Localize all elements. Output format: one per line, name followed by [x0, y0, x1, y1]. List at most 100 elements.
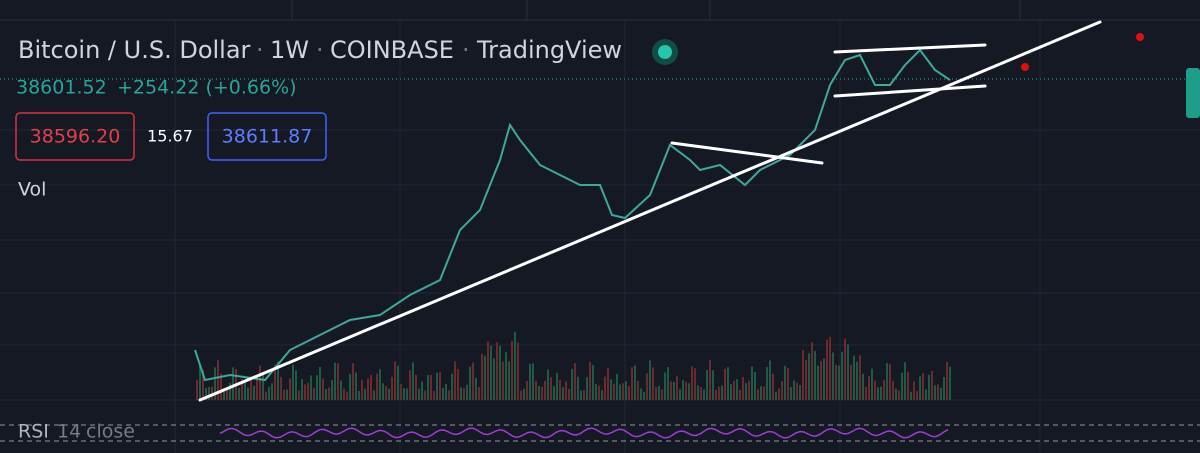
- buy-price[interactable]: 38611.87: [222, 126, 313, 148]
- volume-bar: [325, 388, 327, 400]
- sell-price[interactable]: 38596.20: [30, 126, 121, 148]
- volume-bar: [541, 386, 543, 400]
- marker: [1021, 63, 1029, 71]
- volume-bar: [250, 376, 252, 400]
- volume-bar: [754, 371, 756, 400]
- volume-bar: [271, 383, 273, 400]
- volume-bar: [265, 391, 267, 400]
- volume-bar: [835, 364, 837, 400]
- volume-bar: [226, 387, 228, 400]
- volume-bar: [262, 374, 264, 400]
- volume-bar: [610, 379, 612, 400]
- volume-bar: [304, 384, 306, 400]
- sell-button[interactable]: [15, 112, 135, 161]
- volume-bar: [232, 367, 234, 400]
- volume-bar: [238, 387, 240, 400]
- volume-bar: [289, 378, 291, 400]
- volume-bar: [652, 367, 654, 400]
- volume-bar: [889, 363, 891, 400]
- volume-bar: [301, 379, 303, 400]
- volume-bar: [202, 370, 204, 400]
- volume-bar: [526, 380, 528, 400]
- volume-bar: [739, 389, 741, 400]
- scrollbar[interactable]: [1186, 68, 1200, 118]
- volume-bar: [724, 368, 726, 400]
- volume-bar: [859, 355, 861, 400]
- interval[interactable]: 1W: [270, 36, 309, 64]
- volume-bar: [313, 388, 315, 400]
- volume-bar: [379, 369, 381, 400]
- volume-bar: [946, 362, 948, 400]
- volume-bar: [907, 371, 909, 400]
- volume-bar: [514, 331, 516, 400]
- volume-bar: [430, 374, 432, 400]
- volume-bar: [703, 389, 705, 400]
- volume-bar: [391, 376, 393, 400]
- volume-bar: [223, 391, 225, 400]
- volume-bar: [769, 360, 771, 400]
- volume-bar: [472, 362, 474, 400]
- volume-bar: [205, 387, 207, 400]
- volume-bar: [229, 382, 231, 400]
- volume-bar: [343, 388, 345, 400]
- volume-bar: [547, 369, 549, 400]
- volume-bar: [820, 361, 822, 400]
- volume-bar: [628, 386, 630, 400]
- volume-bar: [349, 374, 351, 400]
- buy-button[interactable]: [207, 112, 327, 161]
- volume-bar: [856, 361, 858, 400]
- price-path: [194, 48, 951, 382]
- volume-bar: [451, 373, 453, 400]
- volume-bar: [718, 386, 720, 400]
- volume-bar: [484, 355, 486, 400]
- volume-bar: [487, 341, 489, 400]
- separator: ·: [316, 36, 324, 64]
- volume-bar: [418, 388, 420, 400]
- volume-bar: [676, 376, 678, 400]
- volume-bar: [520, 390, 522, 400]
- volume-bar: [211, 386, 213, 400]
- volume-bar: [916, 391, 918, 400]
- volume-bar: [370, 374, 372, 400]
- volume-bar: [742, 377, 744, 400]
- volume-bar: [844, 338, 846, 400]
- volume-bar: [508, 361, 510, 400]
- volume-bar: [793, 380, 795, 400]
- volume-bar: [475, 377, 477, 400]
- volume-bar: [196, 379, 198, 400]
- volume-bar: [763, 386, 765, 400]
- volume-bar: [595, 383, 597, 400]
- volume-bar: [661, 389, 663, 400]
- volume-bar: [283, 389, 285, 400]
- volume-bar: [352, 363, 354, 400]
- volume-bar: [616, 374, 618, 400]
- volume-bar: [439, 372, 441, 400]
- volume-bar: [745, 383, 747, 400]
- volume-bar: [538, 386, 540, 400]
- volume-bar: [640, 388, 642, 400]
- marker: [1136, 33, 1144, 41]
- volume-bar: [646, 373, 648, 400]
- volume-bar: [457, 368, 459, 400]
- volume-bar: [841, 351, 843, 400]
- volume-bar: [832, 352, 834, 400]
- rsi-length: 14: [57, 421, 81, 443]
- rsi-line: [219, 427, 949, 439]
- volume-bar: [433, 390, 435, 400]
- volume-bar: [550, 377, 552, 400]
- volume-bar: [478, 387, 480, 400]
- volume-bar: [883, 380, 885, 400]
- volume-bar: [259, 365, 261, 400]
- volume-bar: [361, 379, 363, 400]
- volume-bar: [634, 365, 636, 400]
- volume-bar: [415, 374, 417, 400]
- volume-bar: [643, 391, 645, 400]
- exchange: COINBASE: [330, 36, 454, 64]
- volume-bar: [268, 386, 270, 400]
- volume-bar: [412, 362, 414, 400]
- volume-bar: [784, 365, 786, 400]
- volume-bar: [838, 365, 840, 400]
- volume-bar: [910, 391, 912, 400]
